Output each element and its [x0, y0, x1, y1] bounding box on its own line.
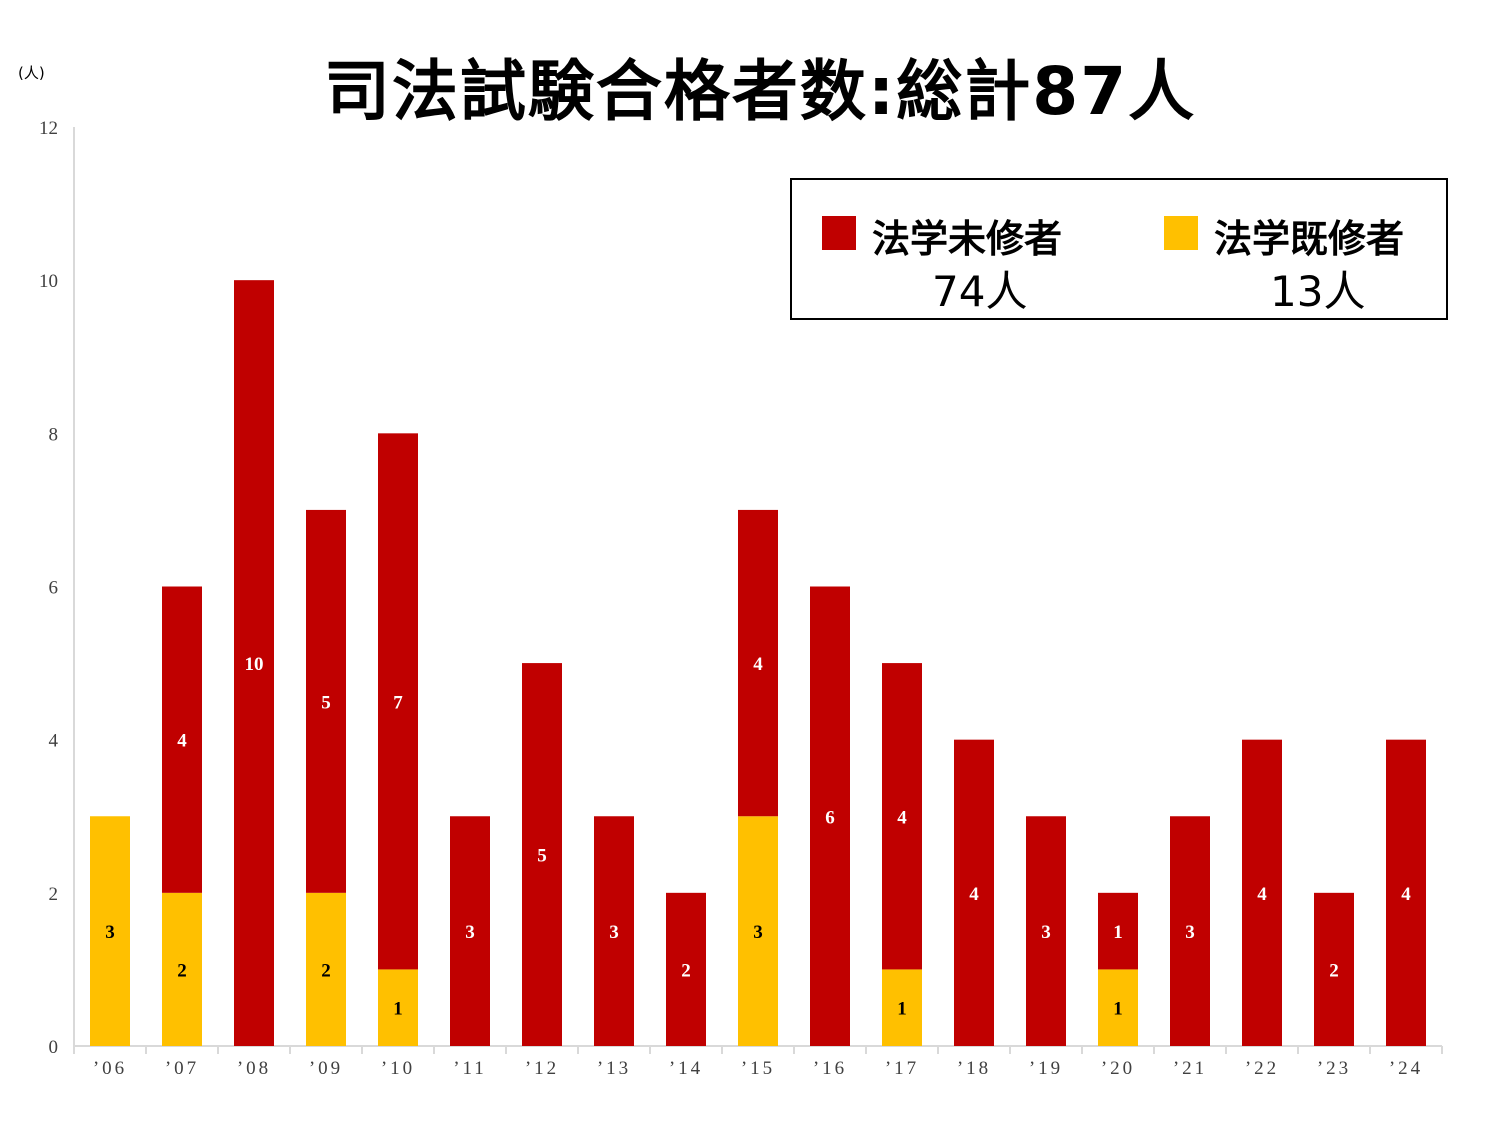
bar-segment [234, 280, 274, 1047]
data-label: 3 [105, 922, 115, 943]
bar-segment [1242, 739, 1282, 1046]
bar-segment [738, 509, 778, 817]
bar-segment [306, 509, 346, 893]
data-label: 5 [321, 692, 331, 713]
x-tick-label: ’24 [1389, 1058, 1423, 1079]
x-tick-label: ’21 [1173, 1058, 1207, 1079]
bar-segment [882, 969, 922, 1046]
x-tick-label: ’12 [525, 1058, 559, 1079]
data-label: 3 [609, 922, 619, 943]
x-tick-label: ’17 [885, 1058, 919, 1079]
legend-count: 74人 [932, 267, 1028, 316]
legend-swatch [1164, 216, 1198, 250]
legend-swatch [822, 216, 856, 250]
bar-segment [1170, 816, 1210, 1046]
x-tick-label: ’14 [669, 1058, 703, 1079]
data-label: 1 [393, 999, 403, 1020]
data-label: 1 [1113, 999, 1123, 1020]
bar-segment [306, 892, 346, 1046]
y-axis-unit: (人) [18, 64, 45, 82]
x-tick-label: ’16 [813, 1058, 847, 1079]
x-tick-label: ’11 [453, 1058, 487, 1079]
data-label: 4 [753, 654, 763, 675]
data-label: 1 [1113, 922, 1123, 943]
data-label: 4 [897, 807, 907, 828]
x-tick-label: ’23 [1317, 1058, 1351, 1079]
data-label: 3 [1185, 922, 1195, 943]
x-tick-label: ’19 [1029, 1058, 1063, 1079]
x-tick-label: ’06 [93, 1058, 127, 1079]
x-tick-label: ’07 [165, 1058, 199, 1079]
bar-segment [162, 586, 202, 893]
data-label: 3 [465, 922, 475, 943]
legend-count: 13人 [1270, 267, 1366, 316]
x-tick-label: ’20 [1101, 1058, 1135, 1079]
data-label: 5 [537, 846, 547, 867]
legend-label: 法学既修者 [1214, 217, 1405, 261]
data-label: 2 [177, 960, 187, 981]
data-label: 4 [177, 731, 187, 752]
bar-segment [1098, 892, 1138, 970]
x-tick-label: ’13 [597, 1058, 631, 1079]
bar-segment [738, 816, 778, 1046]
bar-segment [954, 739, 994, 1046]
data-label: 2 [681, 960, 691, 981]
x-tick-label: ’18 [957, 1058, 991, 1079]
y-tick-label: 12 [39, 118, 58, 139]
y-tick-label: 10 [39, 271, 58, 292]
bar-segment [882, 663, 922, 970]
bar-segment [90, 816, 130, 1046]
y-tick-label: 6 [49, 578, 59, 599]
data-label: 4 [1401, 884, 1411, 905]
bar-segment [1026, 816, 1066, 1046]
bar-segment [666, 892, 706, 1046]
bar-segment [378, 433, 418, 970]
y-tick-label: 0 [49, 1037, 59, 1058]
y-tick-label: 4 [49, 731, 59, 752]
bar-segment [594, 816, 634, 1046]
bar-segment [1314, 892, 1354, 1046]
x-tick-label: ’08 [237, 1058, 271, 1079]
bar-segment [522, 663, 562, 1046]
y-tick-label: 8 [49, 424, 59, 445]
legend: 法学未修者 74人 法学既修者 13人 [790, 178, 1448, 320]
y-tick-label: 2 [49, 884, 59, 905]
data-label: 7 [393, 692, 403, 713]
data-label: 2 [321, 960, 331, 981]
bar-segment [162, 892, 202, 1046]
data-label: 6 [825, 807, 835, 828]
bar-segment [810, 586, 850, 1046]
data-label: 2 [1329, 960, 1339, 981]
bar-segment [378, 969, 418, 1046]
x-tick-label: ’22 [1245, 1058, 1279, 1079]
bar-segment [1386, 739, 1426, 1046]
data-label: 10 [245, 654, 264, 675]
data-label: 4 [969, 884, 979, 905]
data-label: 3 [1041, 922, 1051, 943]
x-tick-label: ’10 [381, 1058, 415, 1079]
x-tick-label: ’09 [309, 1058, 343, 1079]
bar-segment [1098, 969, 1138, 1046]
data-label: 4 [1257, 884, 1267, 905]
chart-title: 司法試験合格者数:総計87人 [323, 53, 1197, 130]
legend-label: 法学未修者 [872, 217, 1063, 261]
bar-segment [450, 816, 490, 1046]
data-label: 3 [753, 922, 763, 943]
data-label: 1 [897, 999, 907, 1020]
x-tick-label: ’15 [741, 1058, 775, 1079]
